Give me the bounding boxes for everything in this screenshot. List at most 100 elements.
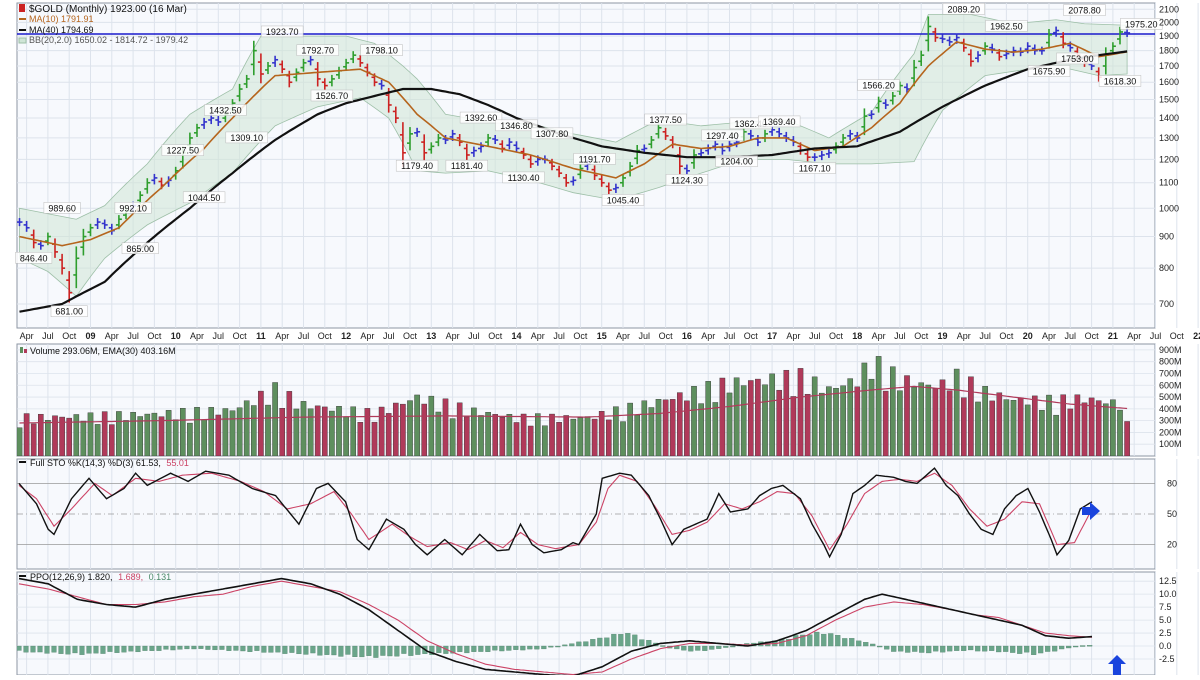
ohlc-bar[interactable] bbox=[463, 143, 470, 160]
volume-bar[interactable] bbox=[584, 416, 591, 456]
volume-bar[interactable] bbox=[478, 415, 484, 456]
ohlc-bar[interactable] bbox=[435, 133, 442, 147]
volume-bar[interactable] bbox=[840, 385, 846, 456]
ppo-panel[interactable] bbox=[16, 571, 1156, 676]
ohlc-bar[interactable] bbox=[1053, 26, 1060, 37]
ohlc-bar[interactable] bbox=[932, 27, 939, 42]
volume-bar[interactable] bbox=[23, 413, 30, 456]
ohlc-bar[interactable] bbox=[101, 219, 108, 229]
ohlc-bar[interactable] bbox=[563, 173, 570, 187]
volume-bar[interactable] bbox=[1017, 397, 1024, 456]
volume-bar[interactable] bbox=[165, 410, 172, 456]
volume-bar[interactable] bbox=[201, 419, 207, 456]
ohlc-bar[interactable] bbox=[612, 183, 619, 193]
volume-bar[interactable] bbox=[393, 402, 399, 456]
volume-bar[interactable] bbox=[925, 384, 932, 456]
volume-bar[interactable] bbox=[45, 420, 51, 456]
volume-bar[interactable] bbox=[38, 413, 44, 456]
ohlc-bar[interactable] bbox=[378, 79, 385, 90]
ohlc-bar[interactable] bbox=[442, 134, 449, 145]
ohlc-bar[interactable] bbox=[470, 146, 477, 157]
volume-bar[interactable] bbox=[712, 402, 719, 456]
ohlc-bar[interactable] bbox=[307, 55, 314, 66]
volume-bar[interactable] bbox=[80, 420, 87, 456]
ohlc-bar[interactable] bbox=[605, 182, 612, 195]
ohlc-bar[interactable] bbox=[215, 116, 222, 126]
volume-bar[interactable] bbox=[535, 413, 541, 456]
ohlc-bar[interactable] bbox=[577, 164, 584, 179]
volume-bar[interactable] bbox=[826, 386, 832, 456]
ohlc-bar[interactable] bbox=[286, 70, 293, 88]
volume-bar[interactable] bbox=[250, 405, 257, 456]
volume-bar[interactable] bbox=[932, 388, 939, 456]
volume-bar[interactable] bbox=[911, 386, 917, 456]
volume-bar[interactable] bbox=[946, 390, 953, 456]
volume-bar[interactable] bbox=[314, 405, 321, 456]
ohlc-bar[interactable] bbox=[676, 146, 683, 175]
ohlc-bar[interactable] bbox=[889, 92, 896, 105]
volume-bar[interactable] bbox=[513, 422, 520, 456]
volume-bar[interactable] bbox=[151, 412, 158, 456]
volume-bar[interactable] bbox=[1102, 403, 1109, 456]
ohlc-bar[interactable] bbox=[265, 61, 271, 75]
volume-bar[interactable] bbox=[1024, 404, 1031, 456]
ohlc-bar[interactable] bbox=[407, 127, 413, 151]
ohlc-bar[interactable] bbox=[1038, 46, 1045, 55]
volume-bar[interactable] bbox=[740, 385, 747, 456]
volume-bar[interactable] bbox=[968, 376, 974, 456]
ohlc-bar[interactable] bbox=[861, 108, 868, 136]
volume-bar[interactable] bbox=[137, 416, 144, 456]
volume-bar[interactable] bbox=[385, 413, 392, 456]
volume-bar[interactable] bbox=[1124, 421, 1130, 456]
volume-bar[interactable] bbox=[861, 362, 868, 456]
volume-bar[interactable] bbox=[1039, 409, 1045, 456]
volume-bar[interactable] bbox=[669, 399, 676, 456]
volume-bar[interactable] bbox=[797, 368, 804, 456]
volume-bar[interactable] bbox=[918, 382, 924, 456]
volume-bar[interactable] bbox=[258, 390, 264, 456]
ohlc-bar[interactable] bbox=[1124, 28, 1131, 37]
volume-bar[interactable] bbox=[350, 406, 357, 456]
volume-bar[interactable] bbox=[1060, 394, 1066, 456]
volume-bar[interactable] bbox=[229, 410, 236, 456]
ohlc-bar[interactable] bbox=[556, 165, 563, 178]
volume-bar[interactable] bbox=[236, 407, 243, 456]
ohlc-bar[interactable] bbox=[144, 178, 151, 194]
ohlc-bar[interactable] bbox=[59, 253, 66, 275]
volume-bar[interactable] bbox=[336, 406, 342, 456]
ohlc-bar[interactable] bbox=[847, 129, 854, 140]
volume-bar[interactable] bbox=[662, 399, 669, 456]
volume-bar[interactable] bbox=[435, 411, 442, 456]
volume-bar[interactable] bbox=[456, 402, 463, 456]
ohlc-bar[interactable] bbox=[875, 96, 882, 113]
volume-bar[interactable] bbox=[371, 421, 378, 456]
volume-bar[interactable] bbox=[187, 422, 193, 456]
volume-bar[interactable] bbox=[897, 390, 903, 456]
volume-bar[interactable] bbox=[1067, 408, 1074, 456]
volume-bar[interactable] bbox=[847, 378, 853, 456]
volume-bar[interactable] bbox=[499, 417, 506, 456]
volume-bar[interactable] bbox=[179, 408, 186, 456]
volume-bar[interactable] bbox=[449, 418, 456, 456]
volume-bar[interactable] bbox=[975, 401, 981, 456]
volume-bar[interactable] bbox=[194, 407, 200, 456]
ohlc-bar[interactable] bbox=[527, 155, 534, 168]
volume-bar[interactable] bbox=[875, 356, 882, 456]
volume-bar[interactable] bbox=[556, 422, 562, 456]
ohlc-bar[interactable] bbox=[66, 271, 73, 303]
volume-bar[interactable] bbox=[1095, 400, 1102, 456]
volume-bar[interactable] bbox=[414, 394, 420, 456]
ohlc-bar[interactable] bbox=[967, 49, 974, 67]
volume-bar[interactable] bbox=[854, 386, 861, 456]
ohlc-bar[interactable] bbox=[243, 74, 250, 89]
ohlc-bar[interactable] bbox=[414, 127, 421, 137]
volume-bar[interactable] bbox=[116, 411, 122, 456]
volume-bar[interactable] bbox=[684, 400, 690, 456]
volume-bar[interactable] bbox=[279, 408, 286, 456]
volume-bar[interactable] bbox=[378, 406, 385, 456]
ohlc-bar[interactable] bbox=[421, 134, 428, 162]
ohlc-bar[interactable] bbox=[911, 59, 918, 87]
volume-bar[interactable] bbox=[542, 425, 548, 456]
volume-bar[interactable] bbox=[172, 419, 179, 456]
volume-bar[interactable] bbox=[904, 375, 910, 456]
